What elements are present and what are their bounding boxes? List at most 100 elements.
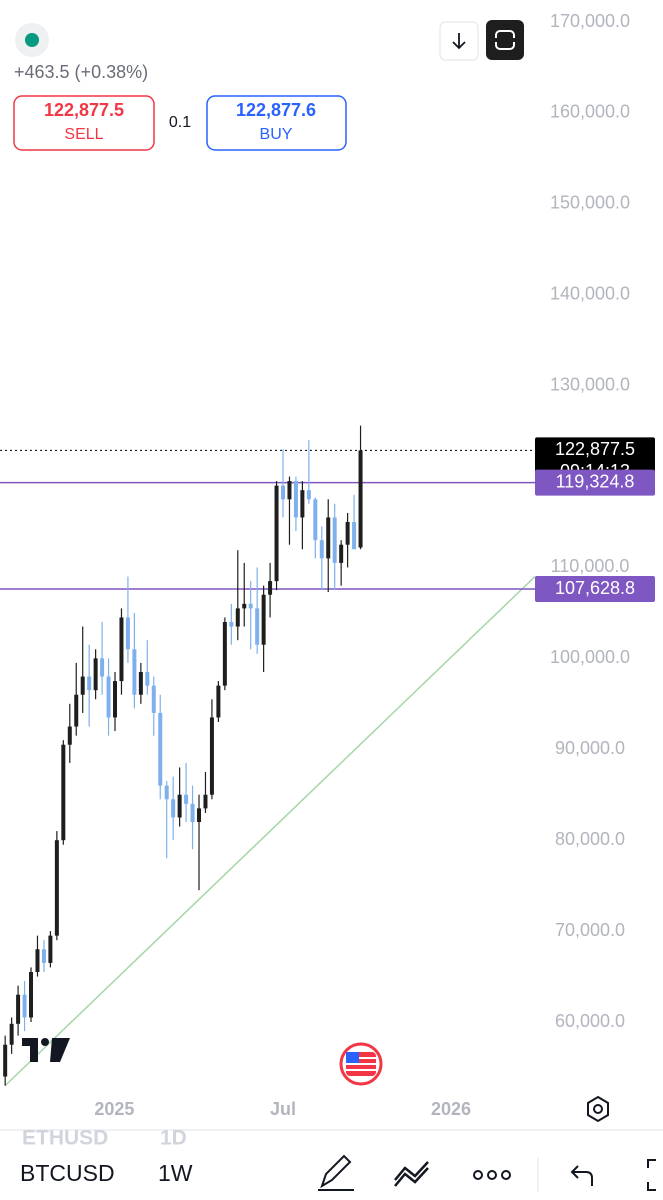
buy-price: 122,877.6: [236, 100, 316, 120]
candle-body: [9, 1023, 14, 1045]
candle: [145, 640, 150, 695]
candle-body: [274, 485, 279, 582]
candle: [222, 617, 227, 691]
candle: [100, 622, 105, 695]
candle: [80, 626, 85, 713]
candle: [158, 694, 163, 800]
candle-body: [41, 949, 46, 963]
candle-body: [268, 581, 273, 595]
candle: [54, 831, 59, 941]
candle-body: [164, 785, 169, 800]
candle-body: [209, 717, 214, 795]
candle-body: [248, 603, 253, 609]
price-label: 119,324.8: [556, 471, 635, 491]
expand-button[interactable]: [647, 1159, 656, 1191]
candle: [164, 781, 169, 859]
candle-body: [151, 685, 156, 713]
quantity: 0.1: [169, 114, 191, 131]
candle: [274, 481, 279, 591]
sell-button[interactable]: [13, 95, 155, 151]
candle-body: [313, 499, 318, 541]
status-dot: [25, 33, 39, 47]
buy-label: BUY: [260, 126, 293, 143]
candle: [281, 449, 286, 518]
candle: [61, 740, 66, 845]
candle-body: [48, 935, 53, 963]
candle-body: [319, 540, 324, 559]
events-flag[interactable]: [339, 1042, 383, 1086]
candle-body: [132, 649, 137, 695]
candle-body: [332, 517, 337, 563]
candle: [87, 644, 92, 727]
fullscreen-button[interactable]: [486, 20, 524, 60]
candle: [352, 494, 357, 550]
candle-body: [197, 808, 202, 822]
candle-body: [54, 840, 59, 936]
candle: [300, 481, 305, 550]
candle: [268, 562, 273, 618]
undo-button[interactable]: [570, 1165, 593, 1186]
indicators-tool[interactable]: [394, 1161, 429, 1187]
candle: [113, 672, 118, 732]
draw-tool[interactable]: [318, 1154, 354, 1191]
candle-body: [113, 681, 118, 718]
candle: [339, 540, 344, 586]
candle-body: [16, 994, 21, 1024]
candle: [197, 794, 202, 891]
candle: [16, 985, 21, 1036]
candle-body: [242, 603, 247, 609]
prev-symbol[interactable]: ETHUSD: [22, 1127, 108, 1150]
candle-body: [3, 1044, 8, 1077]
candle-body: [326, 517, 331, 559]
settings-button[interactable]: [587, 1095, 609, 1123]
candle: [306, 440, 311, 504]
candle: [9, 1017, 14, 1054]
symbol[interactable]: BTCUSD: [20, 1160, 115, 1186]
y-tick-label: 80,000.0: [555, 829, 625, 849]
y-tick-label: 110,000.0: [551, 556, 630, 576]
candle: [3, 1035, 8, 1086]
candle: [67, 703, 72, 763]
candle-body: [67, 726, 72, 745]
candle-body: [235, 608, 240, 627]
candle: [138, 662, 143, 704]
candle-body: [93, 658, 98, 691]
candle-body: [119, 617, 124, 682]
candle-body: [177, 794, 182, 818]
y-tick-label: 160,000.0: [550, 102, 630, 122]
price-label-box: [535, 576, 655, 603]
candle-body: [229, 622, 234, 627]
candle: [119, 608, 124, 695]
y-tick-label: 100,000.0: [550, 647, 630, 667]
candle: [190, 785, 195, 850]
x-tick-label: 2026: [431, 1099, 471, 1119]
candle: [29, 967, 34, 1022]
interval[interactable]: 1W: [158, 1160, 193, 1186]
candle-body: [339, 544, 344, 563]
candle: [293, 476, 298, 532]
candle: [326, 499, 331, 592]
prev-interval[interactable]: 1D: [160, 1127, 187, 1150]
candle-body: [61, 744, 66, 841]
candle: [177, 767, 182, 827]
candle-body: [345, 522, 350, 545]
candle: [229, 603, 234, 645]
candle-body: [171, 799, 176, 818]
scroll-down-button[interactable]: [439, 21, 479, 61]
sell-label: SELL: [64, 126, 103, 143]
candle: [313, 497, 318, 559]
price-change: +463.5 (+0.38%): [14, 62, 148, 82]
y-tick-label: 70,000.0: [555, 920, 625, 940]
y-tick-label: 170,000.0: [550, 11, 630, 31]
candle-body: [306, 490, 311, 500]
y-tick-label: 90,000.0: [555, 738, 625, 758]
more-button[interactable]: [473, 1170, 511, 1180]
candle-body: [138, 672, 143, 695]
buy-button[interactable]: [206, 95, 347, 151]
x-tick-label: 2025: [94, 1099, 134, 1119]
candle-body: [293, 481, 298, 518]
candle-body: [184, 794, 189, 804]
y-tick-label: 140,000.0: [550, 283, 630, 303]
